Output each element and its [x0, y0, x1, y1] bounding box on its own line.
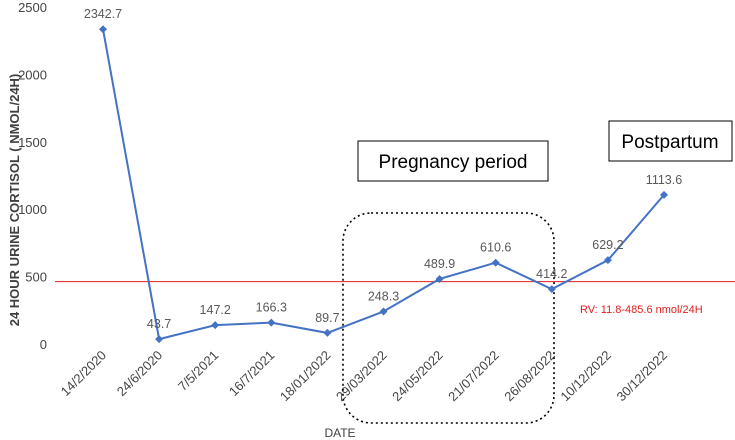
data-label: 489.9 [424, 257, 455, 271]
x-tick-label: 26/08/2022 [501, 348, 558, 405]
data-point [267, 318, 276, 327]
data-label: 1113.6 [646, 173, 682, 187]
postpartum-label: Postpartum [621, 132, 718, 153]
y-tick-label: 2000 [18, 67, 47, 82]
data-point [547, 285, 556, 294]
postpartum-box: Postpartum [608, 120, 733, 162]
data-label: 248.3 [368, 290, 399, 304]
data-label: 2342.7 [84, 7, 122, 21]
data-point [603, 256, 612, 265]
x-axis-title: DATE [324, 426, 355, 440]
data-point [435, 274, 444, 283]
x-tick-label: 18/01/2022 [277, 348, 334, 405]
x-tick-label: 16/7/2021 [226, 348, 278, 400]
data-point [211, 321, 220, 330]
pregnancy-period-frame [357, 140, 549, 182]
data-point [99, 25, 107, 34]
data-point [323, 328, 332, 337]
y-tick-label: 500 [25, 270, 47, 285]
data-label: 43.7 [147, 317, 171, 331]
x-tick-label: 24/05/2022 [389, 348, 446, 405]
x-tick-label: 14/2/2020 [58, 348, 110, 400]
y-tick-label: 2500 [18, 0, 47, 15]
data-label: 610.6 [480, 241, 511, 255]
data-label: 629.2 [592, 238, 623, 252]
data-point [155, 335, 164, 344]
x-tick-label: 29/03/2022 [333, 348, 390, 405]
data-label: 414.2 [536, 267, 567, 281]
data-label: 89.7 [315, 311, 339, 325]
y-tick-label: 0 [40, 337, 47, 352]
y-axis-title: 24 HOUR URINE CORTISOL ( NMOL/24H) [7, 74, 22, 327]
data-label: 147.2 [200, 303, 231, 317]
y-tick-label: 1500 [18, 135, 47, 150]
postpartum-frame [608, 120, 733, 162]
pregnancy-period-box: Pregnancy period [357, 140, 549, 182]
x-tick-label: 7/5/2021 [175, 348, 221, 394]
data-points [99, 25, 668, 344]
data-point [660, 190, 668, 199]
data-point [379, 307, 388, 316]
x-tick-label: 21/07/2022 [445, 348, 502, 405]
pregnancy-period-label: Pregnancy period [379, 152, 528, 173]
data-point [491, 258, 500, 267]
data-labels: 2342.7 43.7 147.2 166.3 89.7 248.3 489.9 610.6 4… [84, 7, 682, 331]
x-tick-label: 10/12/2022 [557, 348, 614, 405]
x-tick-label: 30/12/2022 [613, 348, 670, 405]
x-tick-label: 24/6/2020 [114, 348, 166, 400]
pregnancy-period-bracket [342, 212, 555, 424]
x-axis-ticks: 14/2/2020 24/6/2020 7/5/2021 16/7/2021 18/01… [58, 348, 671, 405]
y-tick-label: 1000 [18, 202, 47, 217]
reference-range-label: RV: 11.8-485.6 nmol/24H [580, 304, 703, 316]
data-label: 166.3 [256, 301, 287, 315]
y-axis-ticks: 0 500 1000 1500 2000 2500 [18, 0, 47, 352]
